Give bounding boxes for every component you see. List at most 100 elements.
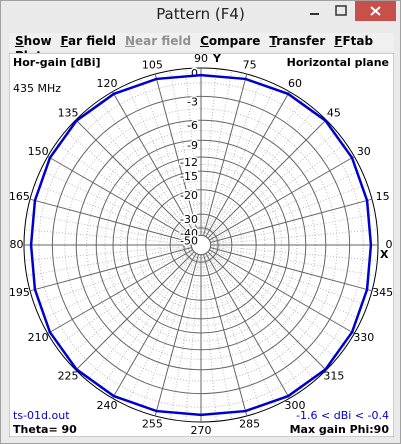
minor-spoke	[208, 250, 347, 347]
minor-spoke	[206, 252, 316, 381]
spoke	[209, 156, 355, 241]
minor-spoke	[203, 78, 263, 237]
spoke	[29, 198, 192, 243]
minor-spoke	[34, 183, 193, 243]
theta-label: Theta= 90	[13, 423, 77, 436]
minor-spoke	[209, 248, 362, 321]
minor-spoke	[65, 250, 194, 360]
spoke	[205, 253, 290, 399]
spoke	[203, 254, 248, 417]
minor-spoke	[209, 169, 362, 242]
angle-label: 255	[142, 418, 163, 431]
angle-label: 210	[28, 331, 49, 344]
ring-label: -15	[180, 170, 198, 183]
menu-item[interactable]: Transfer	[269, 34, 326, 48]
angle-label: 285	[239, 418, 260, 431]
minor-spoke	[201, 68, 217, 236]
angle-label: 120	[97, 77, 118, 90]
minor-spoke	[55, 250, 194, 347]
menu-item[interactable]: Show	[15, 34, 52, 48]
minor-spoke	[185, 254, 201, 422]
minor-spoke	[202, 254, 233, 420]
angle-label: 90	[194, 53, 208, 65]
menu-item[interactable]: FFtab	[334, 34, 374, 48]
ring-label: -40	[180, 227, 198, 240]
minor-spoke	[210, 245, 378, 261]
window-title: Pattern (F4)	[156, 5, 245, 23]
ring-label: -9	[187, 139, 198, 152]
angle-label: 240	[97, 399, 118, 412]
minor-spoke	[24, 229, 192, 245]
spoke	[112, 253, 197, 399]
pattern-line	[29, 73, 373, 417]
minor-spoke	[208, 143, 347, 240]
spoke	[209, 249, 355, 334]
ring-label: -30	[180, 213, 198, 226]
angle-label: 315	[323, 370, 344, 383]
ring-label: -12	[180, 156, 198, 169]
minor-spoke	[125, 84, 198, 237]
minor-spoke	[210, 246, 376, 277]
angle-label: 105	[142, 58, 163, 71]
angle-label: 345	[372, 286, 393, 299]
y-axis-label: Y	[212, 53, 222, 65]
minor-spoke	[40, 248, 193, 321]
maximize-icon	[335, 5, 347, 16]
spoke	[112, 91, 197, 237]
frequency: 435 MHz	[13, 82, 61, 95]
minor-spoke	[206, 99, 303, 238]
chart-title: Hor-gain [dBi]	[13, 56, 101, 69]
minor-spoke	[86, 252, 196, 381]
angle-label: 60	[288, 77, 302, 90]
angle-label: 330	[353, 331, 374, 344]
ring-label: -6	[187, 119, 198, 132]
menu-item[interactable]: Far field	[60, 34, 116, 48]
spoke	[47, 156, 193, 241]
maximize-button[interactable]	[328, 1, 355, 21]
minor-spoke	[65, 130, 194, 240]
minor-spoke	[210, 229, 378, 245]
minor-spoke	[99, 99, 196, 238]
minor-spoke	[206, 252, 303, 391]
minor-spoke	[169, 254, 200, 420]
spoke	[154, 73, 199, 236]
minimize-button[interactable]	[301, 1, 328, 21]
gain-range: -1.6 < dBi < -0.4	[296, 409, 389, 422]
spoke	[203, 73, 248, 236]
angle-label: 30	[357, 145, 371, 158]
angle-label: 225	[58, 370, 79, 383]
chart: Hor-gain [dBi] Horizontal plane 435 MHz …	[9, 53, 394, 437]
minor-spoke	[204, 84, 277, 237]
menu-item[interactable]: Near field	[124, 34, 192, 48]
minor-spoke	[99, 252, 196, 391]
minor-spoke	[55, 143, 194, 240]
angle-label: 300	[285, 399, 306, 412]
angle-label: 15	[376, 190, 390, 203]
minor-spoke	[209, 247, 368, 307]
ring-label: -3	[187, 95, 198, 108]
menu-item[interactable]: Compare	[200, 34, 261, 48]
angle-label: 135	[58, 106, 79, 119]
ring-label: -20	[180, 189, 198, 202]
menu-bar: Show Far field Near field Compare Transfer FF…	[9, 33, 394, 63]
ring-label: 0	[191, 67, 198, 80]
spoke	[47, 249, 193, 334]
spoke	[210, 198, 373, 243]
minor-spoke	[34, 247, 193, 307]
spoke	[154, 254, 199, 417]
angle-label: 75	[243, 58, 257, 71]
minor-spoke	[185, 68, 201, 236]
minor-spoke	[26, 246, 192, 277]
minor-spoke	[206, 109, 316, 238]
angle-label: 0	[386, 238, 393, 251]
minor-spoke	[210, 213, 376, 244]
minor-spoke	[139, 78, 199, 237]
minor-spoke	[125, 253, 198, 406]
minor-spoke	[24, 245, 192, 261]
angle-label: 195	[9, 286, 30, 299]
minor-spoke	[209, 183, 368, 243]
spoke	[207, 119, 327, 239]
minor-spoke	[201, 254, 217, 422]
minor-spoke	[26, 213, 192, 244]
